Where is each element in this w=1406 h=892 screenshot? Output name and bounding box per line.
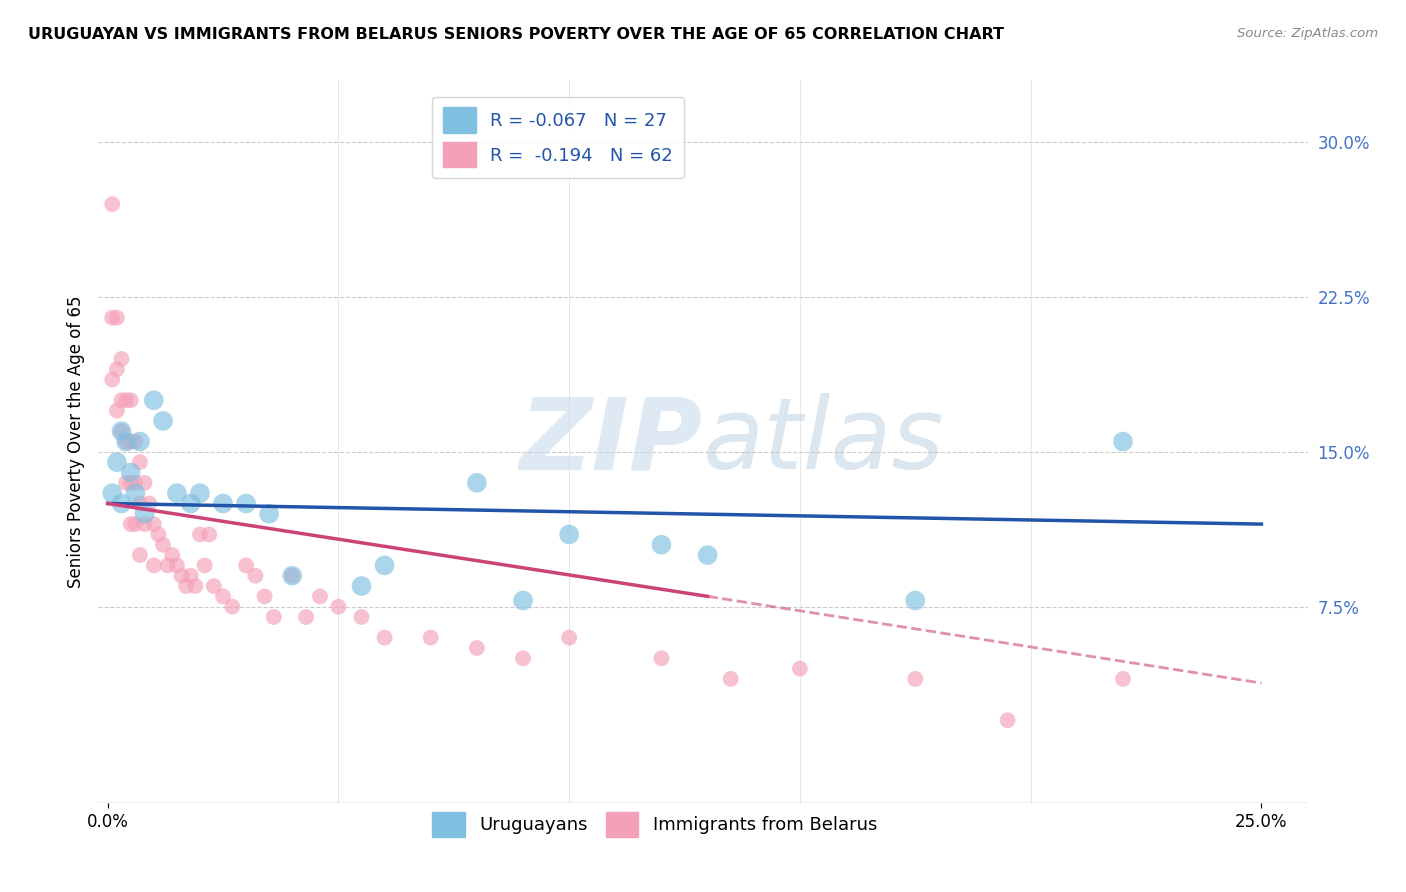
Point (512, 593, 534, 607)
Point (180, 568, 202, 582)
Point (110, 424, 132, 438)
Point (105, 362, 128, 376)
Point (105, 455, 128, 469)
Point (904, 593, 927, 607)
Point (374, 558, 396, 573)
Point (212, 590, 235, 604)
Point (180, 496, 202, 510)
Point (134, 475, 156, 490)
Point (166, 486, 188, 500)
Point (1112, 434, 1135, 449)
Point (120, 517, 142, 532)
Text: Source: ZipAtlas.com: Source: ZipAtlas.com (1237, 27, 1378, 40)
Point (202, 579, 225, 593)
Text: ZIP: ZIP (520, 393, 703, 490)
Point (110, 424, 132, 438)
Point (110, 351, 132, 366)
Text: URUGUAYAN VS IMMIGRANTS FROM BELARUS SENIORS POVERTY OVER THE AGE OF 65 CORRELAT: URUGUAYAN VS IMMIGRANTS FROM BELARUS SEN… (28, 27, 1004, 42)
Point (245, 568, 267, 582)
Point (263, 610, 285, 624)
Point (465, 475, 488, 490)
Point (120, 393, 142, 408)
Point (129, 434, 152, 449)
Point (212, 496, 235, 510)
Point (235, 496, 257, 510)
Point (115, 434, 138, 449)
Point (650, 538, 672, 552)
Point (138, 496, 160, 510)
Point (512, 651, 534, 665)
Point (134, 517, 156, 532)
Point (281, 568, 304, 582)
Point (257, 507, 280, 521)
Point (419, 631, 441, 645)
Point (101, 373, 124, 387)
Point (129, 548, 152, 562)
Point (101, 310, 124, 325)
Point (997, 713, 1019, 727)
Point (110, 496, 132, 510)
Point (120, 466, 142, 480)
Point (148, 527, 170, 541)
Point (105, 403, 128, 417)
Point (650, 651, 672, 665)
Point (110, 393, 132, 408)
Point (374, 631, 396, 645)
Point (120, 475, 142, 490)
Text: atlas: atlas (703, 393, 945, 490)
Point (142, 393, 165, 408)
Y-axis label: Seniors Poverty Over the Age of 65: Seniors Poverty Over the Age of 65 (66, 295, 84, 588)
Point (253, 590, 276, 604)
Point (166, 558, 188, 573)
Point (558, 631, 581, 645)
Point (101, 486, 124, 500)
Point (101, 197, 124, 211)
Point (129, 496, 152, 510)
Point (188, 486, 211, 500)
Point (309, 590, 332, 604)
Legend: Uruguayans, Immigrants from Belarus: Uruguayans, Immigrants from Belarus (425, 805, 884, 845)
Point (465, 640, 488, 655)
Point (115, 434, 138, 449)
Point (558, 527, 581, 541)
Point (198, 527, 221, 541)
Point (184, 579, 207, 593)
Point (129, 455, 152, 469)
Point (124, 475, 146, 490)
Point (142, 558, 165, 573)
Point (696, 548, 718, 562)
Point (193, 558, 215, 573)
Point (1112, 672, 1135, 686)
Point (134, 507, 156, 521)
Point (105, 310, 128, 325)
Point (156, 558, 179, 573)
Point (350, 579, 373, 593)
Point (235, 558, 257, 573)
Point (174, 579, 197, 593)
Point (152, 414, 174, 428)
Point (124, 434, 146, 449)
Point (142, 517, 165, 532)
Point (328, 599, 350, 614)
Point (162, 548, 184, 562)
Point (904, 672, 927, 686)
Point (720, 672, 742, 686)
Point (188, 527, 211, 541)
Point (350, 610, 373, 624)
Point (124, 517, 146, 532)
Point (124, 486, 146, 500)
Point (221, 599, 243, 614)
Point (295, 610, 318, 624)
Point (120, 434, 142, 449)
Point (115, 475, 138, 490)
Point (281, 568, 304, 582)
Point (115, 393, 138, 408)
Point (789, 662, 811, 676)
Point (152, 538, 174, 552)
Point (170, 568, 193, 582)
